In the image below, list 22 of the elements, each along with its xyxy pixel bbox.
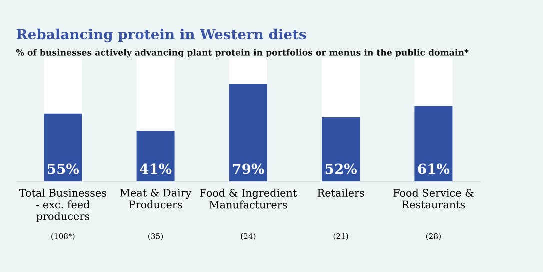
x-tick-label: Meat & Dairy Producers xyxy=(120,188,192,209)
bar xyxy=(414,58,453,106)
bar xyxy=(44,58,82,114)
chart-subtitle: % of businesses actively advancing plant protein in portfolios or menus in the public domain* xyxy=(16,49,469,58)
bar xyxy=(229,58,268,84)
x-tick-label: Food Service & Restaurants xyxy=(394,188,474,209)
data-label: 55% xyxy=(48,164,80,174)
data-label: 41% xyxy=(140,164,172,174)
x-tick-label: Retailers xyxy=(318,188,364,197)
data-label: 79% xyxy=(233,164,264,174)
x-tick-label: Food & Ingredient Manufacturers xyxy=(200,188,298,209)
bar xyxy=(44,114,82,182)
bar xyxy=(136,131,175,182)
x-tick-label: Total Businesses - exc. feed producers xyxy=(19,188,106,222)
data-label: 52% xyxy=(326,164,357,174)
chart-title: Rebalancing protein in Western diets xyxy=(16,28,306,43)
bar xyxy=(136,58,175,132)
bar xyxy=(322,58,360,118)
bar xyxy=(322,117,360,182)
bar xyxy=(414,106,453,182)
bar xyxy=(229,84,268,182)
data-label: 61% xyxy=(418,164,450,174)
